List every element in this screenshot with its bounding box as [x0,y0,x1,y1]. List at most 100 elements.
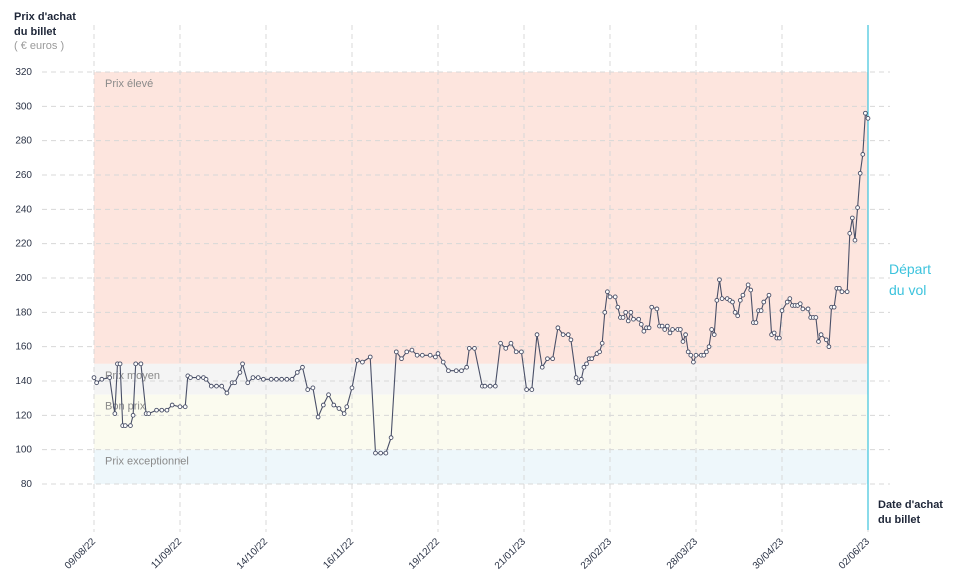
x-axis-title: du billet [878,514,921,526]
price-point [844,289,850,295]
price-point [130,412,136,418]
price-point [420,352,425,358]
price-point [730,299,735,305]
price-point [685,349,691,355]
price-point [107,375,112,380]
price-point [245,380,251,386]
price-point [133,361,139,367]
price-point [737,297,743,303]
x-tick-label: 21/01/23 [493,536,529,572]
price-point [261,376,266,382]
price-point [203,376,209,382]
price-point [865,115,871,121]
price-point [659,323,665,329]
price-point [388,435,394,440]
band-label: Prix élevé [105,78,153,90]
y-axis-title: du billet [14,26,57,38]
price-point [625,318,631,324]
price-point [284,376,290,382]
price-point [545,356,550,362]
price-point [378,450,384,456]
y-tick-label: 280 [15,136,32,147]
price-point [320,402,326,408]
price-point [565,332,571,337]
price-point [279,376,284,382]
price-point [636,316,642,322]
price-point [860,152,866,157]
price-point [534,332,540,337]
price-point [128,423,133,428]
price-point [863,110,868,116]
x-tick-label: 30/04/23 [751,536,787,572]
y-tick-label: 200 [15,273,32,284]
price-point [857,170,863,176]
price-point [748,287,754,293]
y-tick-label: 160 [15,342,32,353]
price-point [433,354,438,360]
price-point [188,375,193,380]
price-point [797,301,803,307]
price-point [709,327,714,332]
price-point [607,294,613,300]
price-point [711,332,717,337]
price-point [508,340,514,346]
price-point [852,237,858,243]
y-tick-label: 120 [15,410,32,421]
y-tick-label: 180 [15,307,32,318]
price-point [766,292,772,298]
price-point [453,368,459,374]
price-point [177,404,183,410]
price-point [688,352,694,358]
price-point [513,349,519,355]
price-point [560,332,566,337]
y-tick-label: 140 [15,376,32,387]
price-point [300,364,305,370]
grid [42,25,890,532]
price-point [714,297,720,303]
price-point [850,215,855,221]
price-point [605,289,610,295]
price-point [315,414,321,420]
price-point [602,309,608,315]
price-point [524,387,529,392]
price-point [717,277,722,283]
price-point [435,351,441,356]
price-point [305,387,311,392]
price-point [678,327,683,332]
price-point [529,387,535,392]
price-point [620,315,626,320]
price-point [753,320,759,325]
price-point [354,358,360,363]
price-point [638,322,644,327]
price-point [719,296,725,301]
price-point [360,359,365,365]
y-tick-label: 320 [15,67,32,78]
price-point [550,356,556,362]
price-point [404,349,410,355]
price-point [440,359,446,365]
price-point [373,450,378,456]
price-point [568,337,574,343]
price-point [399,356,404,362]
price-point [581,364,587,370]
price-point [745,282,751,288]
price-point [498,340,503,346]
price-point [584,361,589,367]
price-point [154,407,159,413]
price-point [758,308,764,313]
price-point [823,337,829,343]
x-tick-label: 16/11/22 [321,536,356,571]
y-tick-label: 240 [15,204,32,215]
price-point [464,364,470,370]
price-bands [94,72,868,484]
price-point [597,349,602,355]
price-point [367,354,373,360]
band-label: Bon prix [105,401,146,413]
price-point [836,285,842,291]
price-point [240,361,245,367]
price-point [331,402,337,408]
price-point [326,392,331,398]
x-tick-label: 02/06/23 [837,536,873,572]
price-point [237,370,243,375]
price-point [182,404,188,410]
